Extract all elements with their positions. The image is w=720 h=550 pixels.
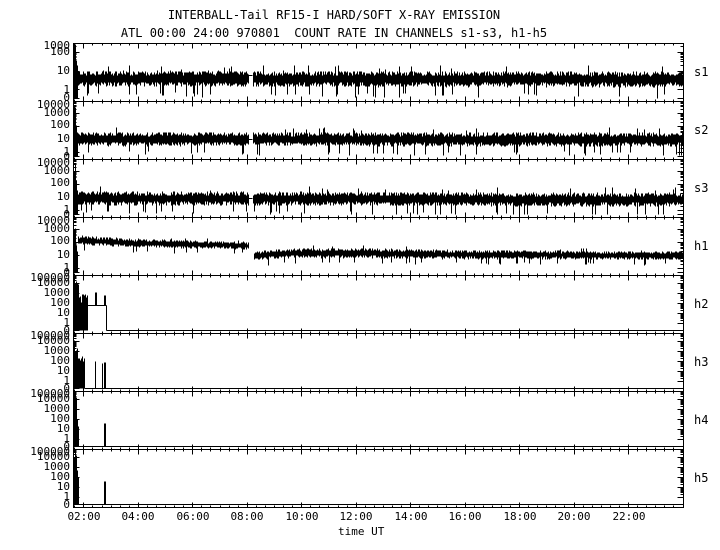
y-tick-label: 10 — [56, 248, 70, 261]
x-axis-title: time UT — [338, 525, 385, 538]
x-tick-label: 14:00 — [394, 510, 428, 523]
y-tick-label: 1000 — [43, 460, 71, 473]
y-tick-label: 1 — [63, 316, 70, 329]
series-s3 — [73, 164, 684, 215]
y-tick-label: 0 — [63, 150, 70, 163]
y-tick-label: 0 — [63, 382, 70, 395]
y-tick-label: 0 — [63, 91, 70, 104]
y-tick-label: 100 — [50, 296, 70, 309]
x-tick-label: 02:00 — [67, 510, 101, 523]
y-tick-label: 0 — [63, 498, 70, 511]
y-tick-label: 1000 — [43, 286, 71, 299]
y-tick-label: 1 — [63, 83, 70, 96]
y-tick-label: 10000 — [36, 156, 70, 169]
x-tick-label: 12:00 — [339, 510, 373, 523]
y-tick-label: 10000 — [36, 276, 70, 289]
y-tick-label: 10 — [56, 132, 70, 145]
y-tick-label: 10000 — [36, 334, 70, 347]
y-tick-label: 10 — [56, 422, 70, 435]
series-s1 — [73, 44, 684, 99]
y-tick-label: 1 — [63, 261, 70, 274]
y-tick-label: 1 — [63, 145, 70, 158]
y-tick-label: 10000 — [36, 214, 70, 227]
chart-subtitle: ATL 00:00 24:00 970801 COUNT RATE IN CHA… — [120, 26, 548, 40]
y-tick-label: 100 — [50, 234, 70, 247]
y-tick-label: 1000 — [43, 106, 71, 119]
series-h5 — [73, 452, 684, 505]
y-tick-label: 10 — [56, 306, 70, 319]
y-tick-label: 1 — [63, 432, 70, 445]
y-tick-label: 0 — [63, 440, 70, 453]
y-tick-label: 10 — [56, 64, 70, 77]
series-s2 — [73, 105, 684, 157]
chart-title: INTERBALL-Tail RF15-I HARD/SOFT X-RAY EM… — [167, 8, 501, 22]
y-tick-label: 100 — [50, 354, 70, 367]
channel-label-s2: s2 — [694, 123, 709, 137]
y-tick-label: 100000 — [30, 445, 70, 458]
y-tick-label: 10 — [56, 480, 70, 493]
x-tick-label: 16:00 — [448, 510, 482, 523]
y-tick-label: 100 — [50, 118, 70, 131]
channel-label-h5: h5 — [694, 471, 709, 485]
y-tick-label: 1000 — [43, 164, 71, 177]
y-tick-label: 10000 — [36, 98, 70, 111]
x-tick-label: 06:00 — [176, 510, 210, 523]
y-tick-label: 1000 — [43, 39, 71, 52]
y-tick-label: 10000 — [36, 392, 70, 405]
y-tick-label: 1000 — [43, 222, 71, 235]
y-tick-label: 0 — [63, 208, 70, 221]
channel-label-h3: h3 — [694, 355, 709, 369]
x-tick-label: 20:00 — [557, 510, 591, 523]
y-tick-label: 0 — [63, 266, 70, 279]
x-tick-label: 18:00 — [503, 510, 537, 523]
series-h2 — [73, 276, 684, 331]
x-tick-label: 04:00 — [121, 510, 155, 523]
y-tick-label: 1 — [63, 490, 70, 503]
y-tick-label: 100000 — [30, 387, 70, 400]
y-tick-label: 1000 — [43, 344, 71, 357]
y-tick-label: 1000 — [43, 402, 71, 415]
y-tick-label: 100 — [50, 176, 70, 189]
y-tick-label: 100 — [50, 412, 70, 425]
channel-label-h2: h2 — [694, 297, 709, 311]
y-tick-label: 1 — [63, 203, 70, 216]
panel-frame — [73, 43, 684, 508]
series-h3 — [73, 335, 684, 389]
y-tick-label: 10 — [56, 190, 70, 203]
channel-label-h4: h4 — [694, 413, 709, 427]
channel-label-h1: h1 — [694, 239, 709, 253]
y-tick-label: 10 — [56, 364, 70, 377]
channel-label-s3: s3 — [694, 181, 709, 195]
y-tick-label: 100000 — [30, 271, 70, 284]
channel-label-s1: s1 — [694, 65, 709, 79]
series-h1 — [73, 228, 684, 273]
y-tick-label: 0 — [63, 324, 70, 337]
x-tick-label: 22:00 — [612, 510, 646, 523]
y-tick-label: 100 — [50, 470, 70, 483]
series-h4 — [73, 394, 684, 447]
y-tick-label: 10000 — [36, 450, 70, 463]
y-tick-label: 100000 — [30, 329, 70, 342]
y-tick-label: 1 — [63, 374, 70, 387]
y-tick-label: 100 — [50, 45, 70, 58]
x-tick-label: 10:00 — [285, 510, 319, 523]
x-tick-label: 08:00 — [230, 510, 264, 523]
